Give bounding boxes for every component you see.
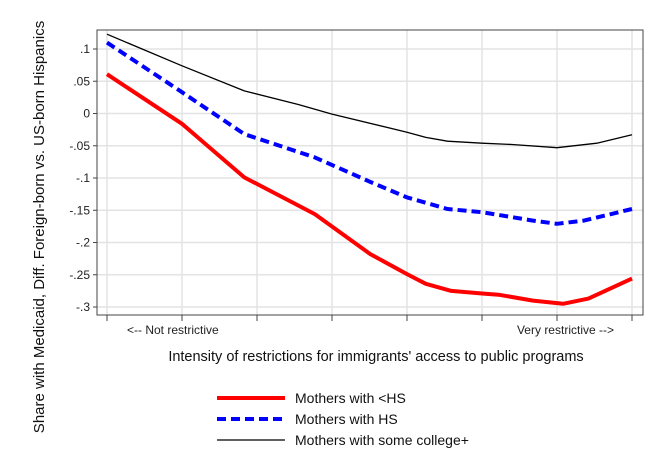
y-tick-label: -.2 — [76, 236, 90, 250]
y-tick-label: -.15 — [69, 203, 90, 217]
y-tick-label: -.25 — [69, 268, 90, 282]
y-tick-label: -.1 — [76, 171, 90, 185]
y-tick-label: .05 — [73, 74, 90, 88]
y-tick-label: 0 — [83, 107, 90, 121]
series-line — [105, 40, 633, 226]
series-line — [105, 72, 633, 306]
legend-label: Mothers with some college+ — [295, 432, 469, 448]
y-axis-label: Share with Medicaid, Diff. Foreign-born … — [31, 21, 48, 433]
x-axis-label: Intensity of restrictions for immigrants… — [168, 349, 583, 365]
plot-frame — [96, 29, 644, 316]
legend-label: Mothers with HS — [295, 411, 398, 427]
x-annotation-right: Very restrictive --> — [517, 323, 614, 337]
y-tick-label: -.05 — [69, 139, 90, 153]
legend-label: Mothers with <HS — [295, 390, 406, 406]
y-tick-label: .1 — [80, 42, 90, 56]
x-annotation-left: <-- Not restrictive — [127, 323, 219, 337]
series-line — [106, 33, 633, 149]
y-tick-label: -.3 — [76, 300, 90, 314]
legend: Mothers with <HS Mothers with HS Mothers w… — [217, 390, 469, 448]
